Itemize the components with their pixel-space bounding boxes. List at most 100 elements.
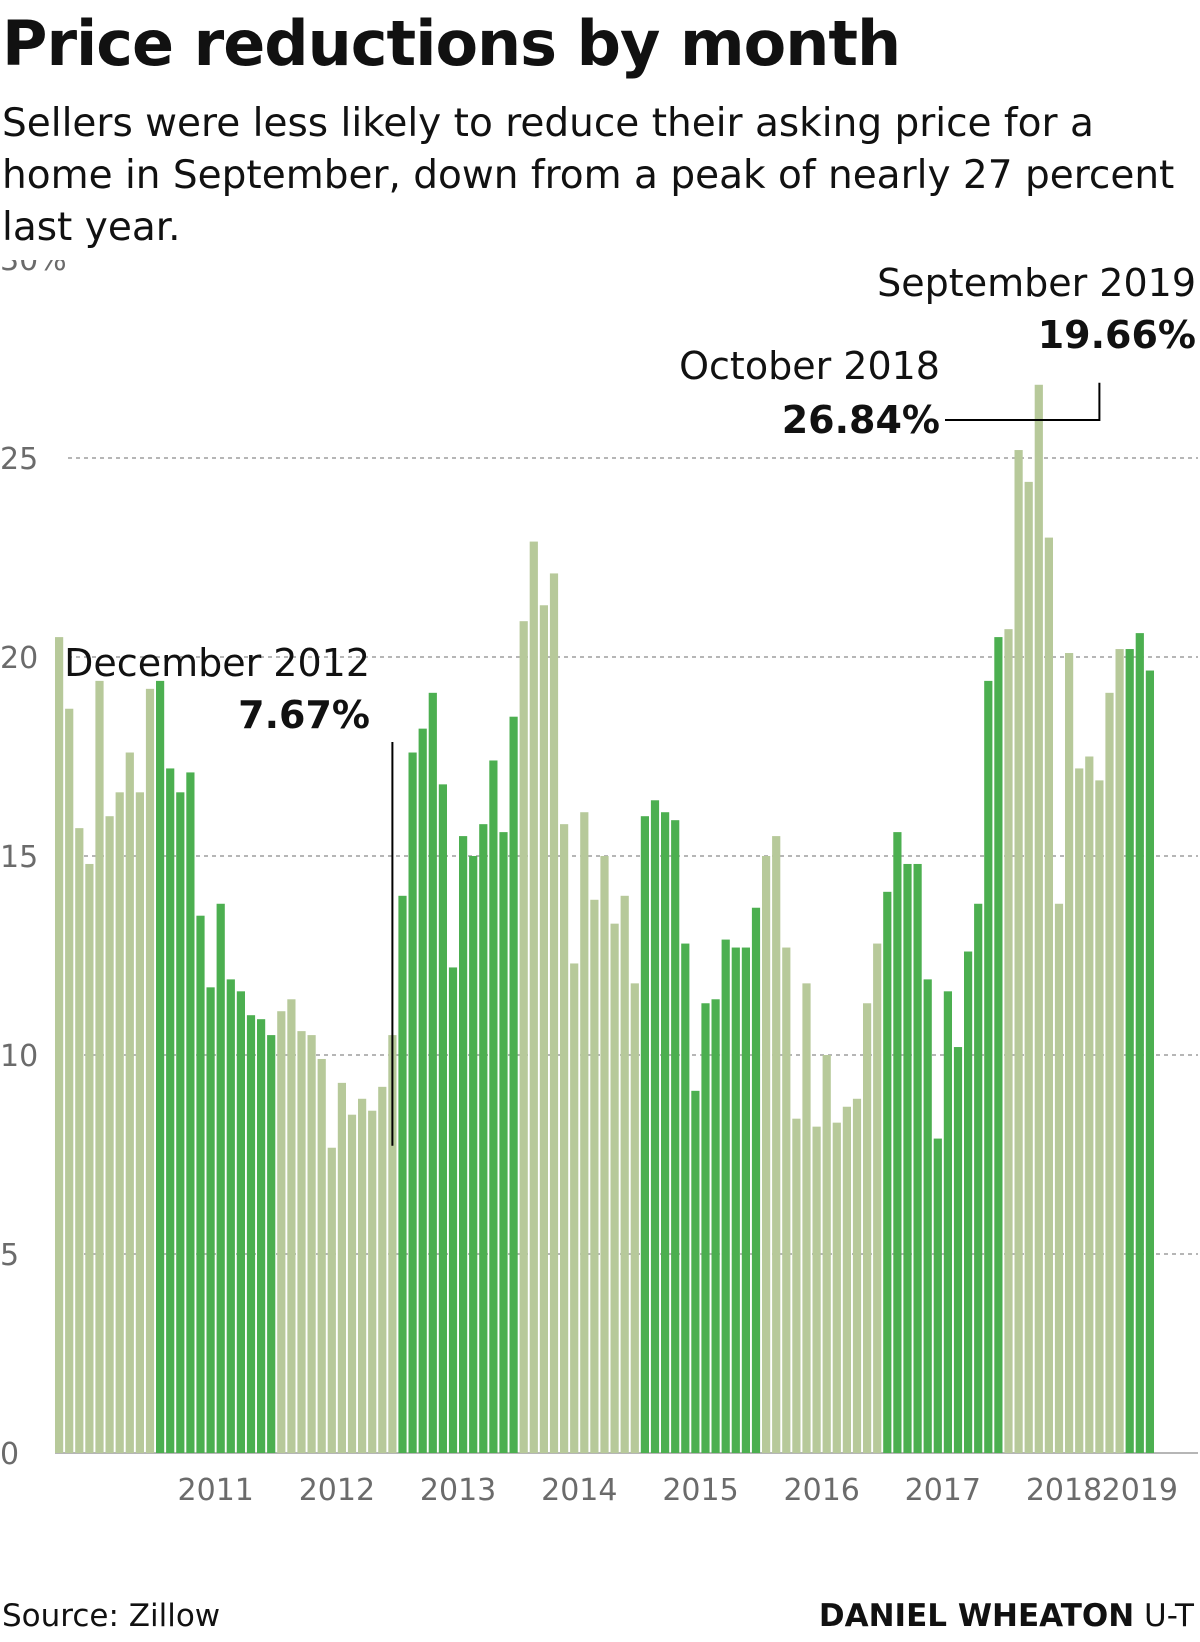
bar [1115, 649, 1124, 1453]
annotation-label: October 2018 [679, 344, 940, 388]
bar [1135, 633, 1144, 1453]
bar [186, 772, 195, 1453]
bar [1014, 450, 1023, 1453]
bar [1054, 903, 1064, 1453]
bar [176, 792, 185, 1453]
bar [984, 680, 993, 1453]
bar [55, 637, 64, 1453]
credit-name: DANIEL WHEATON [818, 1598, 1135, 1634]
bar [297, 1031, 306, 1453]
bar [1075, 768, 1084, 1453]
bar [317, 1058, 326, 1453]
bar [953, 1047, 963, 1453]
bar [257, 1019, 266, 1453]
bar [772, 836, 781, 1453]
bar [620, 895, 629, 1453]
bar [832, 1122, 841, 1453]
annotation-value: 19.66% [1038, 313, 1196, 357]
bar [570, 963, 579, 1453]
bar [378, 1086, 387, 1453]
bar [1095, 780, 1104, 1453]
bar [751, 907, 761, 1453]
bar [479, 824, 488, 1453]
annotation-value: 7.67% [238, 693, 370, 737]
bar [812, 1126, 821, 1453]
bar [671, 820, 680, 1453]
bar [1065, 653, 1074, 1453]
bar [560, 824, 569, 1453]
bar [863, 1003, 872, 1453]
x-tick-label: 2016 [784, 1473, 860, 1508]
bar [75, 828, 84, 1453]
bar [842, 1106, 851, 1453]
bar [701, 1003, 710, 1453]
bar [711, 999, 720, 1453]
bar [600, 856, 609, 1453]
annotation-leader-line [945, 382, 1101, 421]
bar [1085, 756, 1094, 1453]
y-tick-label: 25 [0, 442, 38, 477]
bar [691, 1090, 700, 1453]
x-tick-label: 2018 [1026, 1473, 1102, 1508]
source-note: Source: Zillow [2, 1598, 221, 1634]
y-axis-labels: 0 5 10 15 20 25 30% [0, 260, 67, 1472]
bar [913, 863, 922, 1453]
chart-title: Price reductions by month [2, 7, 901, 80]
bar [1145, 670, 1154, 1453]
bar [1004, 629, 1013, 1453]
bar [489, 760, 498, 1453]
bar [792, 1118, 801, 1453]
bar [267, 1035, 276, 1453]
bar [994, 637, 1003, 1453]
bar [459, 836, 468, 1453]
bar [226, 979, 235, 1453]
bar [347, 1114, 357, 1453]
x-tick-label: 2011 [178, 1473, 254, 1508]
bar [418, 728, 427, 1453]
bar [731, 947, 740, 1453]
bar [681, 943, 690, 1453]
bar [883, 891, 892, 1453]
x-axis-labels: 2011 2012 2013 2014 2015 2016 2017 2018 2019 [178, 1473, 1178, 1508]
bar [640, 816, 649, 1453]
bar [388, 1035, 397, 1453]
x-tick-label: 2019 [1102, 1473, 1178, 1508]
bar [964, 951, 973, 1453]
bar [762, 856, 771, 1453]
bar [145, 688, 155, 1453]
bar [661, 812, 670, 1453]
bar [741, 947, 750, 1453]
bar [135, 792, 144, 1453]
y-tick-label: 10 [0, 1039, 38, 1074]
bar [610, 923, 619, 1453]
bar [721, 939, 730, 1453]
annotations: December 2012 7.67% October 2018 26.84% Sept… [64, 261, 1196, 1146]
bar [166, 768, 175, 1453]
bar [287, 999, 296, 1453]
bar [539, 605, 548, 1453]
bar [438, 784, 447, 1453]
bar [1044, 537, 1053, 1453]
bars [55, 384, 1154, 1453]
bar [529, 541, 538, 1453]
bar [923, 979, 932, 1453]
bar [236, 991, 245, 1453]
bar [1034, 384, 1043, 1453]
credit-org: U-T [1144, 1598, 1194, 1634]
bar [933, 1138, 942, 1453]
bar [125, 752, 134, 1453]
annotation-label: December 2012 [64, 641, 370, 685]
bar [206, 987, 215, 1453]
bar [327, 1147, 336, 1453]
bar [549, 573, 559, 1453]
bar [873, 943, 882, 1453]
bar [65, 708, 74, 1453]
bar [590, 899, 599, 1453]
bar [448, 967, 458, 1453]
bar [943, 991, 952, 1453]
y-tick-label: 30% [0, 260, 67, 278]
y-tick-label: 0 [0, 1437, 19, 1472]
bar [156, 680, 165, 1453]
bar [580, 812, 589, 1453]
